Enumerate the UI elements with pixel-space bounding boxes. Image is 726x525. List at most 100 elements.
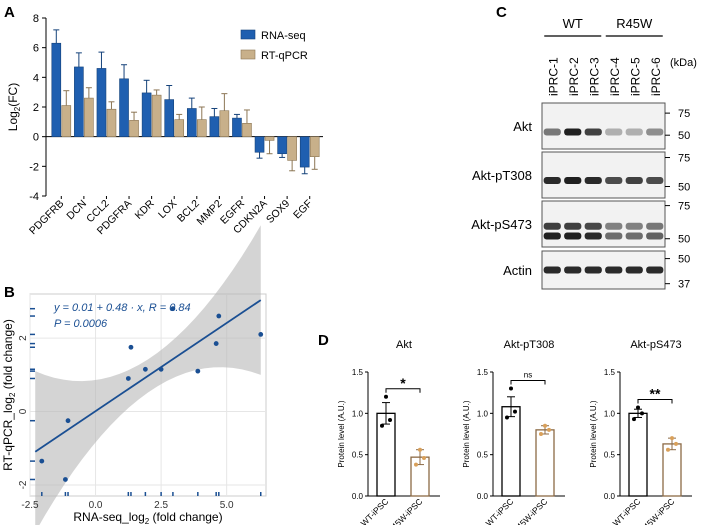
y-tick-label-b: 0 bbox=[18, 408, 29, 414]
scatter-point bbox=[258, 332, 264, 337]
significance-label: * bbox=[400, 375, 406, 391]
bar-rtqpcr bbox=[129, 120, 139, 137]
bar-rtqpcr bbox=[287, 136, 297, 161]
bar-rtqpcr bbox=[309, 136, 320, 157]
blot-band bbox=[646, 232, 664, 240]
marker-label: 75 bbox=[678, 153, 690, 165]
mini-data-point bbox=[640, 411, 644, 416]
protein-level-bar-charts: Akt 0.0 0.5 1.0 1.5 Protein level (A.U.) WT-iP… bbox=[337, 339, 692, 525]
blot-band bbox=[584, 128, 602, 136]
bar-rtqpcr bbox=[174, 119, 185, 137]
blot-band bbox=[564, 266, 582, 274]
blot-band bbox=[605, 128, 623, 136]
legend-swatch-rtqpcr bbox=[240, 49, 256, 60]
bar-rtqpcr bbox=[61, 105, 72, 137]
marker-label: 75 bbox=[678, 201, 690, 213]
blot-band bbox=[543, 177, 561, 185]
mini-y-tick-label: 1.5 bbox=[352, 368, 364, 377]
mini-data-point bbox=[632, 417, 636, 422]
mini-data-point bbox=[509, 386, 513, 391]
y-axis-label-a: Log2(FC) bbox=[6, 83, 22, 131]
lane-label: iPRC-5 bbox=[628, 57, 642, 96]
panel-label-a: A bbox=[4, 4, 15, 21]
bar-rnaseq bbox=[186, 108, 197, 137]
mini-data-point bbox=[513, 409, 517, 414]
mini-data-point bbox=[636, 405, 640, 410]
blot-row-label: Akt bbox=[513, 119, 532, 134]
legend-label-rnaseq: RNA-seq bbox=[261, 30, 306, 42]
blot-row-label: Akt-pT308 bbox=[472, 168, 532, 183]
x-tick-label-a: KDR bbox=[133, 197, 157, 221]
bar-rnaseq bbox=[51, 42, 62, 137]
y-tick-label-b: -2 bbox=[18, 480, 29, 489]
scatter-point bbox=[128, 344, 134, 350]
blot-band bbox=[543, 232, 561, 240]
mini-y-tick-label: 0.0 bbox=[477, 492, 489, 501]
marker-label: 50 bbox=[678, 130, 690, 142]
western-blot-panel: WT R45W iPRC-1 iPRC-2 iPRC-3 iPRC-4 iPRC-5 iPRC… bbox=[471, 16, 697, 291]
blot-band bbox=[584, 222, 602, 230]
y-axis-label-b-part: (fold change) bbox=[1, 319, 15, 392]
mini-x-tick-label: R45W-iPSC bbox=[385, 496, 424, 525]
marker-label: 50 bbox=[678, 234, 690, 246]
blot-band bbox=[564, 128, 582, 136]
x-tick-label-a: MMP2 bbox=[195, 198, 225, 228]
lane-label: iPRC-2 bbox=[567, 57, 581, 96]
blot-band bbox=[584, 232, 602, 240]
mini-chart-title: Akt bbox=[396, 339, 412, 351]
blot-band bbox=[605, 266, 623, 274]
bar-rnaseq bbox=[254, 136, 265, 153]
y-axis-label-b-part: 2 bbox=[8, 392, 17, 397]
bar-rtqpcr bbox=[242, 123, 252, 137]
y-label-tail: (FC) bbox=[6, 83, 20, 107]
blot-band bbox=[605, 177, 623, 185]
regression-equation: y = 0.01 + 0.48 · x, R = 0.84 bbox=[53, 302, 191, 314]
mini-bar bbox=[376, 412, 396, 497]
blot-band bbox=[625, 222, 643, 230]
blot-band bbox=[543, 128, 561, 136]
mini-x-tick-label: WT-iPSC bbox=[611, 496, 643, 525]
bar-rtqpcr bbox=[196, 119, 207, 137]
bar-rnaseq bbox=[141, 92, 152, 137]
bar-rnaseq bbox=[209, 116, 220, 137]
mini-data-point bbox=[543, 423, 547, 428]
mini-y-tick-label: 1.0 bbox=[477, 409, 489, 418]
y-tick-label-a: -2 bbox=[29, 161, 39, 173]
group-label-r45w: R45W bbox=[616, 16, 653, 31]
bar-rnaseq bbox=[96, 68, 107, 137]
lane-label: iPRC-3 bbox=[587, 57, 601, 96]
mini-data-point bbox=[388, 417, 392, 422]
y-tick-label-a: 6 bbox=[33, 43, 39, 55]
marker-label: 50 bbox=[678, 254, 690, 266]
mini-y-tick-label: 0.5 bbox=[604, 451, 616, 460]
mini-data-point bbox=[547, 427, 551, 432]
mini-x-tick-label: WT-iPSC bbox=[359, 496, 391, 525]
blot-band bbox=[564, 232, 582, 240]
y-axis-label-b: RT-qPCR_log2 (fold change) bbox=[1, 319, 17, 471]
x-tick-label-b: -2.5 bbox=[21, 500, 39, 511]
mini-data-point bbox=[666, 447, 670, 452]
lane-label: iPRC-6 bbox=[649, 57, 663, 96]
y-tick-label-a: -4 bbox=[29, 191, 39, 203]
x-tick-label-a: SOX9 bbox=[264, 198, 292, 226]
scatter-point bbox=[142, 366, 148, 372]
mini-chart-title: Akt-pS473 bbox=[630, 339, 681, 351]
bar-rnaseq bbox=[232, 117, 242, 137]
mini-y-tick-label: 1.0 bbox=[604, 409, 616, 418]
mini-y-tick-label: 0.0 bbox=[352, 492, 364, 501]
mini-y-tick-label: 1.0 bbox=[352, 409, 364, 418]
mini-data-point bbox=[380, 423, 384, 428]
significance-label: ns bbox=[524, 371, 532, 380]
y-label-sub: 2 bbox=[13, 106, 22, 111]
regression-line bbox=[34, 299, 262, 453]
significance-bracket bbox=[510, 380, 546, 385]
scatter-point bbox=[170, 306, 176, 312]
lane-label: iPRC-1 bbox=[546, 57, 560, 96]
bar-rnaseq bbox=[164, 99, 175, 137]
y-tick-label-b: 2 bbox=[18, 335, 29, 341]
blot-band bbox=[646, 177, 664, 185]
mini-bar bbox=[501, 406, 521, 497]
x-tick-label-b: 2.5 bbox=[154, 500, 168, 511]
